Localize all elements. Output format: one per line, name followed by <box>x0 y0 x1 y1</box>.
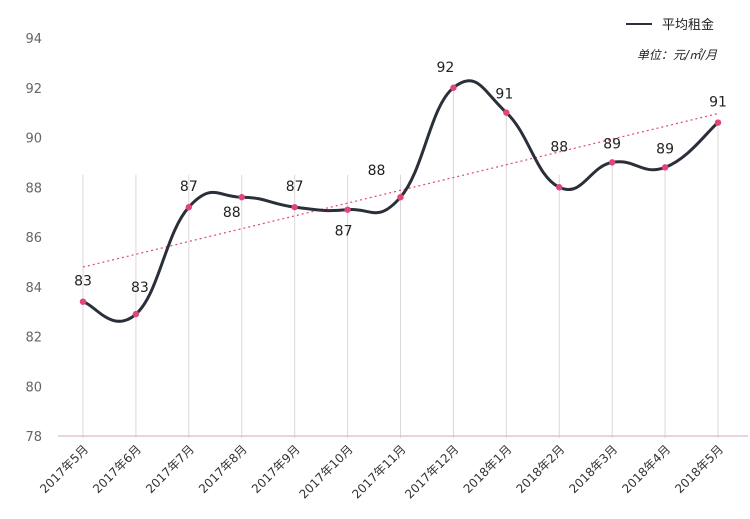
data-point <box>503 109 510 116</box>
x-tick-label: 2017年5月 <box>37 442 91 496</box>
x-tick-label: 2018年5月 <box>672 442 726 496</box>
y-tick-label: 90 <box>25 132 42 147</box>
y-axis-ticks: 78 80 82 84 86 88 90 92 94 <box>25 32 42 445</box>
x-tick-label: 2017年10月 <box>296 442 355 501</box>
x-tick-label: 2017年7月 <box>143 442 197 496</box>
data-label: 83 <box>74 274 92 290</box>
legend: 平均租金 <box>626 17 714 33</box>
legend-label: 平均租金 <box>662 17 714 33</box>
x-tick-label: 2017年12月 <box>402 442 461 501</box>
data-label: 89 <box>656 141 674 157</box>
y-tick-label: 86 <box>25 231 42 246</box>
x-tick-label: 2018年4月 <box>619 442 673 496</box>
x-tick-label: 2017年11月 <box>349 442 408 501</box>
x-tick-label: 2017年9月 <box>249 442 303 496</box>
y-tick-label: 82 <box>25 331 42 346</box>
data-label: 92 <box>437 60 455 76</box>
y-tick-label: 88 <box>25 181 42 196</box>
data-point <box>132 310 140 318</box>
data-label: 87 <box>180 179 198 195</box>
drop-lines <box>82 87 719 438</box>
data-points <box>79 84 722 318</box>
x-tick-label: 2017年6月 <box>90 442 144 496</box>
data-point <box>450 84 457 91</box>
y-tick-label: 94 <box>25 32 42 47</box>
y-tick-label: 80 <box>25 380 42 395</box>
data-point <box>397 194 404 201</box>
x-tick-label: 2018年1月 <box>461 442 515 496</box>
data-label: 89 <box>603 136 621 152</box>
data-point <box>556 184 563 191</box>
data-point <box>714 119 722 126</box>
data-point <box>608 159 616 166</box>
x-axis-ticks: 2017年5月 2017年6月 2017年7月 2017年8月 2017年9月2017年… <box>37 442 726 501</box>
y-tick-label: 84 <box>25 281 42 296</box>
unit-label: 单位：元/㎡/月 <box>637 48 718 62</box>
x-tick-label: 2018年2月 <box>513 442 567 496</box>
data-label: 87 <box>286 179 304 195</box>
y-tick-label: 92 <box>25 82 42 97</box>
data-label: 83 <box>131 280 149 296</box>
data-point <box>238 194 245 201</box>
data-point <box>291 203 298 211</box>
data-label: 91 <box>495 87 513 103</box>
data-label: 88 <box>550 139 568 155</box>
data-label: 88 <box>223 205 241 221</box>
data-label: 87 <box>335 224 353 240</box>
x-tick-label: 2018年3月 <box>566 442 620 496</box>
data-point <box>79 298 87 305</box>
data-labels: 83 83 87 88 87 87 88 92 91 88 89 89 91 <box>74 60 727 296</box>
y-tick-label: 78 <box>25 430 42 445</box>
data-point <box>661 164 669 171</box>
x-tick-label: 2017年8月 <box>196 442 250 496</box>
data-label: 91 <box>709 95 727 111</box>
trend-line <box>82 112 719 268</box>
data-point <box>185 203 193 211</box>
data-label: 88 <box>368 163 386 179</box>
data-point <box>344 206 351 213</box>
